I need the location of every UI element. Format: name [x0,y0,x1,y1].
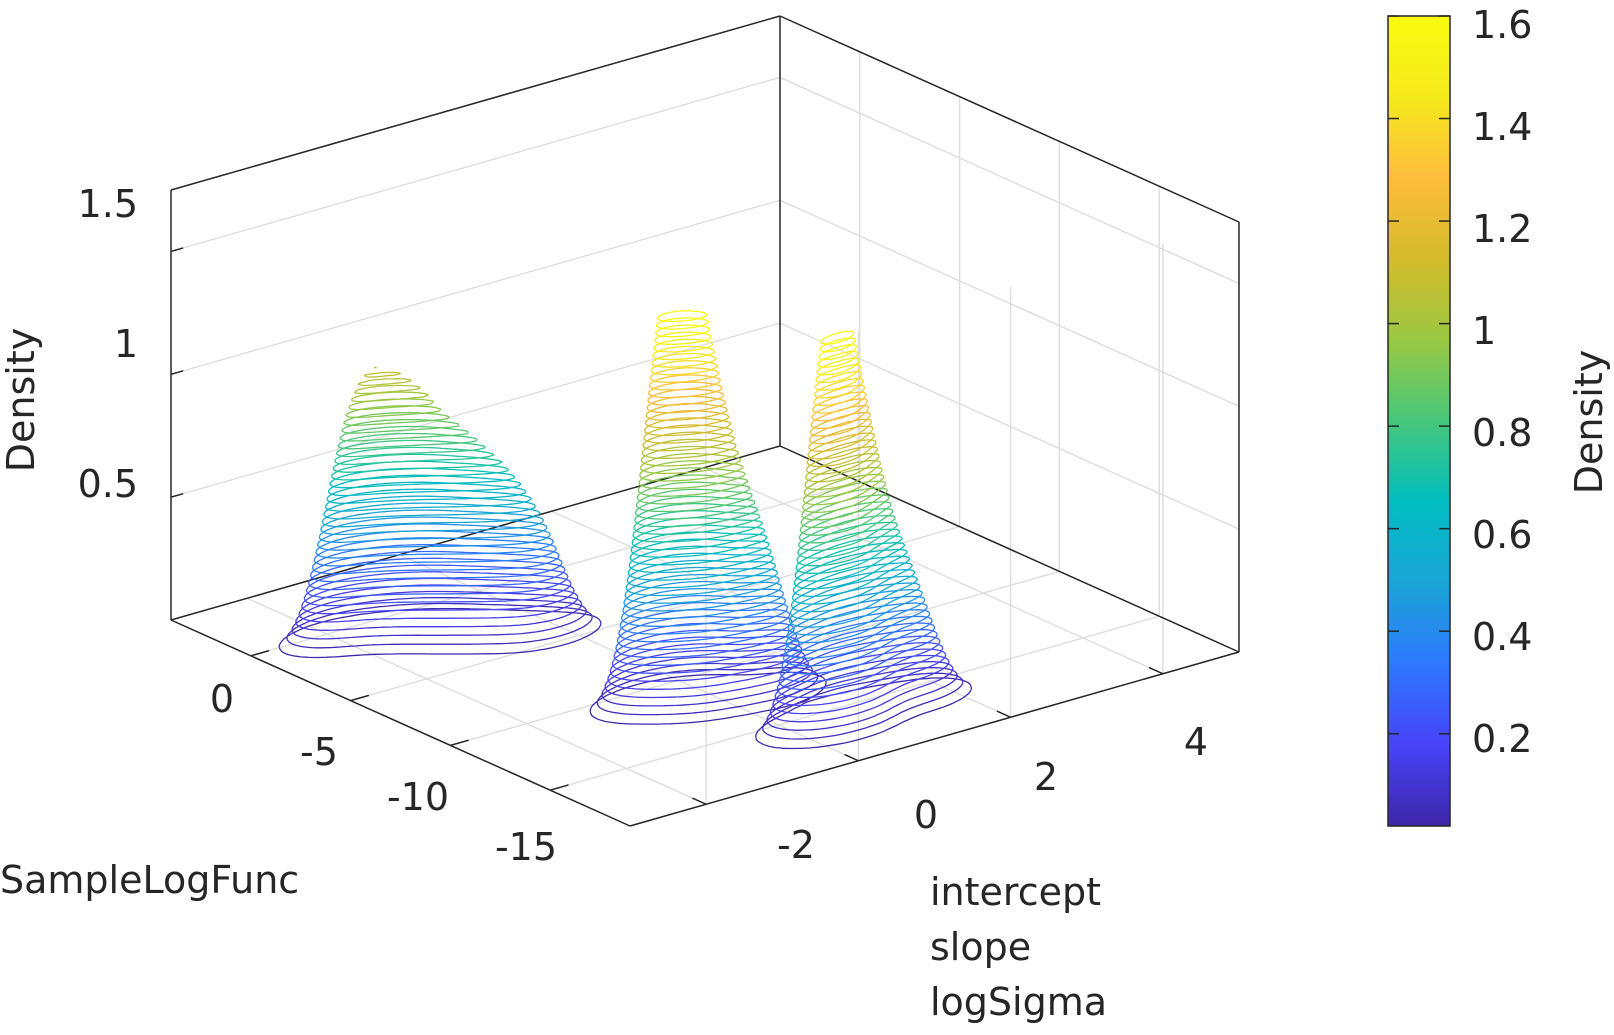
z-axis-label: Density [0,328,43,472]
colorbar-ticks [1388,15,1450,735]
z-tick-mark [170,247,184,253]
colorbar [1387,15,1451,827]
grid-line [170,199,781,375]
x-axis-label: SampleLogFunc [0,858,299,902]
z-tick-label: 1.5 [78,182,138,226]
contour-level [313,537,931,659]
y-axis-label-line: logSigma [930,980,1107,1024]
axis-edge [629,651,1240,827]
contour-level [339,425,892,536]
contour-level [357,378,880,483]
contour-level [305,564,941,691]
contour-level [334,446,899,559]
contour-level [353,384,882,491]
y-tick-mark [996,710,1011,718]
contour-level [648,374,867,414]
y-tick-mark [692,797,707,805]
z-tick-label: 1 [114,322,138,366]
contour-level [646,395,871,437]
y-axis-label-line: intercept [930,870,1101,914]
grid-line [450,570,1060,747]
grid-line [399,554,859,762]
x-tick-label: -15 [495,825,557,869]
contour-level [343,411,888,521]
axis-edge [170,15,781,191]
grid-line [779,76,1240,285]
contour-level [647,388,870,429]
x-tick-mark [250,649,270,657]
grid-line [779,199,1240,407]
contour-level [335,439,896,552]
contour-level [363,371,879,475]
colorbar-tick-label: 0.2 [1472,717,1532,761]
contour-lines [278,310,973,750]
y-tick-mark [1148,666,1164,675]
y-tick-label: 4 [1184,720,1208,764]
axis-edge [779,15,1240,223]
colorbar-tick-label: 0.4 [1472,615,1532,659]
contour-level [332,453,901,567]
grid-line [170,76,781,253]
contour-level [341,418,890,529]
contour-level [345,405,887,513]
axis-ticks [170,247,1164,805]
y-axis-label-line: slope [930,925,1031,969]
y-tick-label: 0 [914,793,938,837]
axes-box [170,15,1240,827]
y-tick-mark [844,753,859,762]
colorbar-tick-label: 0.6 [1472,513,1532,557]
x-tick-label: -10 [387,775,449,819]
y-tick-label: -2 [777,823,815,867]
x-tick-mark [549,784,569,791]
contour-level [656,310,855,345]
contour-level [373,366,877,468]
colorbar-label: Density [1567,350,1611,494]
x-tick-mark [450,739,469,747]
contour-level [649,367,866,407]
colorbar-tick-label: 1.4 [1472,105,1532,149]
grid-line [779,322,1240,530]
contour-level [643,417,876,460]
axis-edge [170,619,631,827]
x-tick-mark [350,694,370,702]
grid-line [703,467,1164,675]
colorbar-tick-label: 1.2 [1472,207,1532,251]
contour-level [645,402,873,445]
contour-level [298,584,950,715]
contour-level [323,495,916,613]
z-tick-label: 0.5 [78,462,138,506]
x-tick-label: 0 [210,677,234,721]
contour-level [644,410,874,452]
colorbar-tick-label: 1.6 [1472,3,1532,47]
contour-level [655,317,856,353]
colorbar-tick-label: 1 [1472,309,1496,353]
colorbar-tick-label: 0.8 [1472,411,1532,455]
y-tick-label: 2 [1034,755,1058,799]
contour-level [648,381,869,422]
contour-level [654,324,858,361]
contour-level [337,432,894,544]
grid-line [246,597,707,805]
z-tick-mark [170,370,184,376]
contour-level [308,557,938,683]
grid-line [549,615,1160,791]
z-tick-mark [170,492,184,498]
x-tick-label: -5 [300,730,338,774]
